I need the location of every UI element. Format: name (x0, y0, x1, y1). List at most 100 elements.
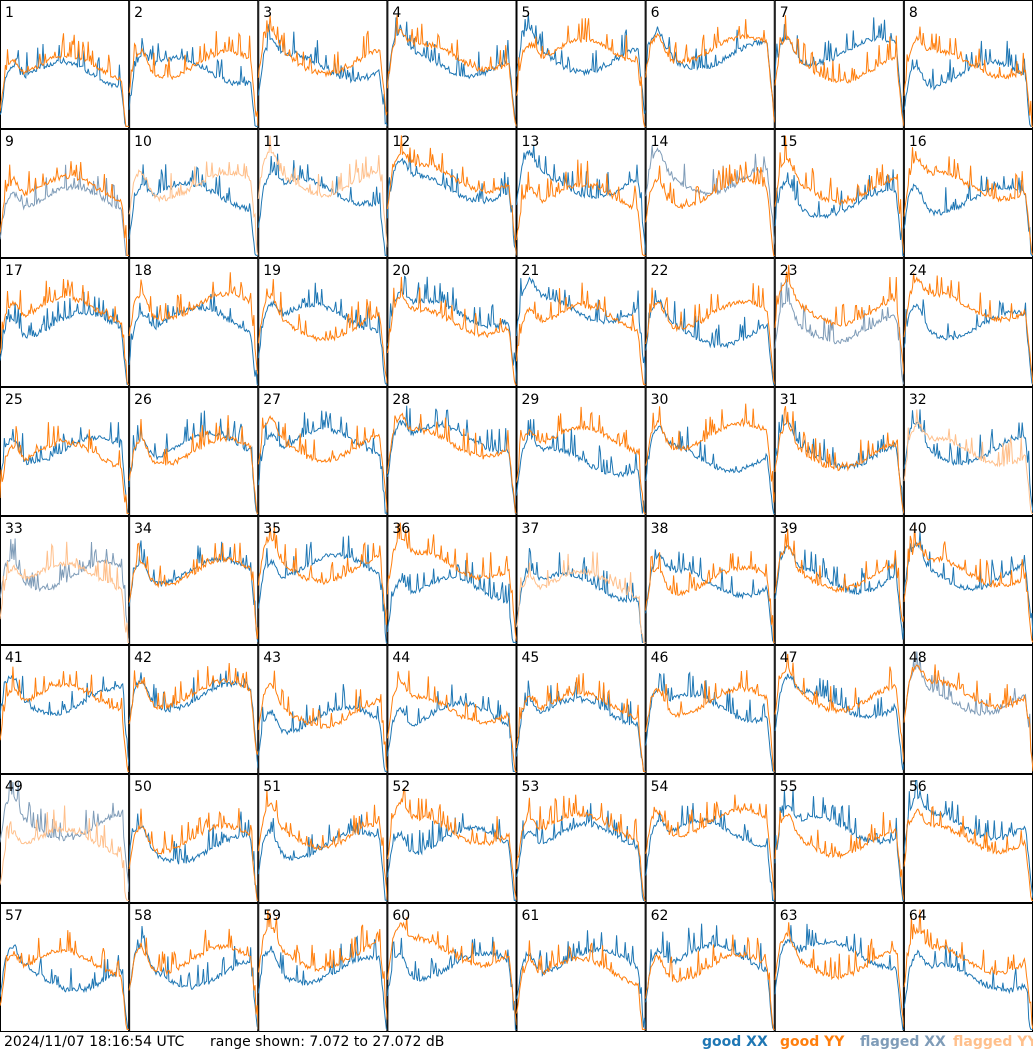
panel-label: 21 (522, 263, 540, 279)
panel-label: 24 (909, 263, 927, 279)
series-yy (0, 666, 130, 772)
series-yy (257, 415, 388, 513)
series-yy (128, 808, 259, 901)
series-yy (645, 551, 775, 643)
panel-frame (387, 258, 517, 387)
panel-label: 30 (651, 392, 669, 408)
panel-label: 19 (263, 263, 281, 279)
series-yy (516, 551, 646, 643)
panel-36: 36 (386, 516, 517, 645)
series-xx (774, 545, 905, 640)
series-yy (257, 909, 388, 1020)
panel-40: 40 (903, 516, 1033, 645)
panel-label: 22 (651, 263, 669, 279)
panel-15: 15 (774, 129, 905, 258)
panel-label: 56 (909, 779, 927, 795)
panel-label: 7 (780, 5, 789, 21)
series-xx (128, 38, 259, 127)
series-xx (128, 164, 259, 256)
series-xx (516, 680, 646, 772)
panel-label: 5 (522, 5, 531, 21)
series-yy (774, 405, 905, 514)
panel-label: 40 (909, 521, 927, 537)
panel-frame (0, 258, 130, 387)
panel-2: 2 (128, 0, 259, 129)
panel-6: 6 (645, 0, 776, 129)
series-yy (645, 934, 775, 1030)
series-yy (516, 282, 646, 385)
series-yy (774, 653, 905, 763)
series-yy (903, 147, 1033, 256)
panel-label: 34 (134, 521, 152, 537)
panel-34: 34 (128, 516, 259, 645)
series-yy (257, 279, 388, 384)
series-yy (645, 161, 775, 256)
panel-label: 47 (780, 650, 798, 666)
panel-label: 50 (134, 779, 152, 795)
panel-44: 44 (386, 645, 517, 774)
panel-frame (516, 0, 646, 129)
series-xx (774, 279, 905, 385)
series-xx (257, 23, 388, 127)
panel-3: 3 (257, 0, 388, 129)
panel-label: 39 (780, 521, 798, 537)
series-yy (903, 273, 1033, 385)
series-yy (0, 930, 130, 1030)
panel-28: 28 (386, 387, 517, 516)
panel-42: 42 (128, 645, 259, 774)
legend-good-xx: good XX (702, 1034, 768, 1050)
panel-43: 43 (257, 645, 388, 774)
panel-label: 33 (5, 521, 23, 537)
panel-frame (645, 258, 775, 387)
series-xx (257, 410, 388, 514)
panel-32: 32 (903, 387, 1033, 516)
panel-19: 19 (257, 258, 388, 387)
series-yy (516, 406, 646, 514)
panel-label: 11 (263, 134, 281, 150)
panel-27: 27 (257, 387, 388, 516)
series-xx (903, 40, 1033, 127)
series-xx (645, 923, 775, 1030)
panel-label: 43 (263, 650, 281, 666)
panel-frame (903, 645, 1033, 774)
panel-13: 13 (516, 129, 647, 258)
panel-14: 14 (645, 129, 776, 258)
series-yy (774, 528, 905, 622)
panel-label: 35 (263, 521, 281, 537)
panel-label: 20 (392, 263, 410, 279)
panel-frame (774, 516, 904, 645)
panel-frame (774, 258, 904, 387)
panel-33: 33 (0, 516, 130, 645)
panel-frame (129, 645, 259, 774)
panel-30: 30 (645, 387, 776, 516)
panel-frame (387, 129, 517, 258)
series-xx (516, 803, 646, 901)
panel-45: 45 (516, 645, 646, 774)
series-yy (774, 135, 905, 254)
panel-58: 58 (128, 903, 259, 1032)
series-yy (0, 805, 130, 901)
panel-label: 52 (392, 779, 410, 795)
panel-frame (387, 774, 517, 903)
series-xx (386, 17, 517, 127)
panel-label: 55 (780, 779, 798, 795)
panel-frame (903, 0, 1033, 129)
panel-label: 46 (651, 650, 669, 666)
panel-8: 8 (903, 0, 1033, 129)
series-yy (903, 805, 1033, 901)
panel-label: 1 (5, 5, 14, 21)
series-yy (903, 524, 1033, 643)
series-yy (516, 940, 646, 1030)
panel-label: 26 (134, 392, 152, 408)
panel-frame (258, 387, 388, 516)
series-yy (0, 161, 130, 256)
series-yy (0, 33, 130, 127)
series-yy (128, 662, 259, 755)
series-xx (0, 291, 130, 385)
panel-label: 16 (909, 134, 927, 150)
panel-label: 13 (522, 134, 540, 150)
panel-label: 28 (392, 392, 410, 408)
panel-57: 57 (0, 903, 130, 1032)
panel-frame (645, 0, 775, 129)
panel-39: 39 (774, 516, 905, 645)
